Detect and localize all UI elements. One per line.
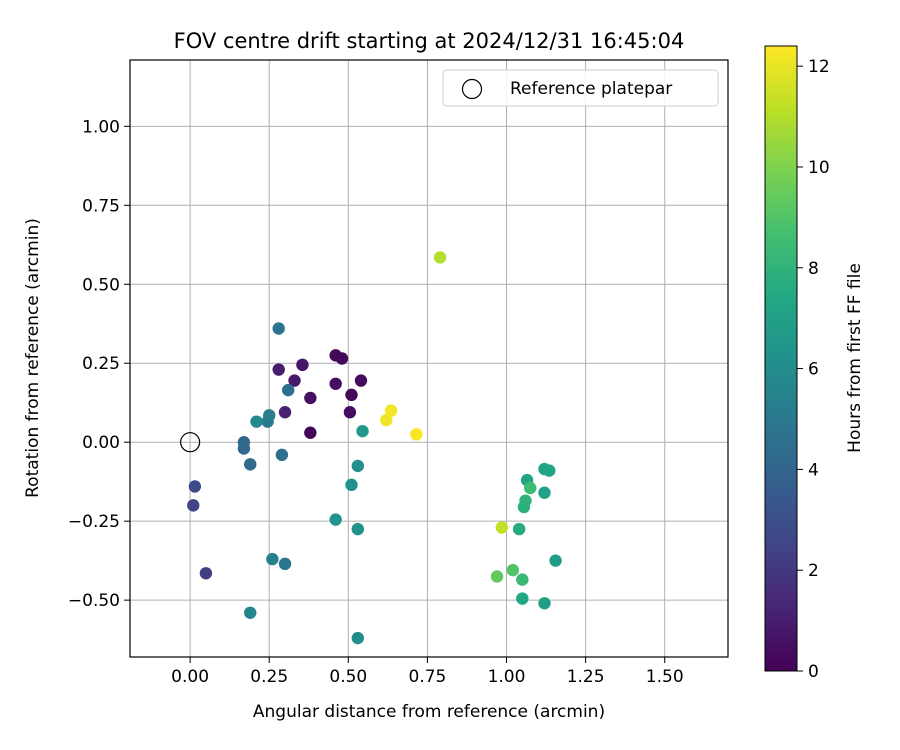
colorbar-ticks: 0 2 4 6 8 10 12 <box>797 57 830 682</box>
y-tick-label: 0.50 <box>82 275 120 295</box>
scatter-point <box>356 424 369 438</box>
scatter-point <box>516 592 529 605</box>
x-axis-label: Angular distance from reference (arcmin) <box>253 702 605 722</box>
scatter-point <box>275 448 289 462</box>
scatter-point <box>329 377 342 390</box>
scatter-point <box>351 631 365 645</box>
scatter-point <box>272 363 285 376</box>
x-tick-label: 0.75 <box>408 667 446 687</box>
scatter-point <box>433 251 447 264</box>
reference-point <box>180 432 201 453</box>
scatter-point <box>296 358 309 372</box>
scatter-point <box>278 557 292 571</box>
y-axis-ticks: −0.50 −0.25 0.00 0.25 0.50 0.75 1.00 <box>68 117 130 611</box>
colorbar-tick-label: 10 <box>808 158 830 178</box>
colorbar-tick-label: 0 <box>808 662 819 682</box>
scatter-point <box>304 391 317 405</box>
scatter-point <box>272 322 285 335</box>
scatter-point <box>345 388 358 402</box>
scatter-point <box>345 478 358 492</box>
legend-box <box>442 69 719 107</box>
x-tick-label: 0.50 <box>329 667 367 687</box>
scatter-point <box>188 480 202 493</box>
colorbar: 0 2 4 6 8 10 12 Hours from first FF file <box>764 45 865 682</box>
colorbar-tick-label: 8 <box>808 259 819 279</box>
colorbar-tick-label: 4 <box>808 460 819 480</box>
scatter-point <box>543 464 556 477</box>
y-tick-label: 0.00 <box>82 433 120 453</box>
y-tick-label: −0.50 <box>68 591 120 611</box>
scatter-point <box>237 436 251 449</box>
scatter-point <box>495 521 508 534</box>
y-tick-label: −0.25 <box>68 512 120 532</box>
scatter-point <box>282 383 295 397</box>
scatter-point <box>538 486 551 499</box>
y-tick-label: 0.25 <box>82 354 120 374</box>
x-tick-label: 1.00 <box>488 667 526 687</box>
x-tick-label: 0.00 <box>171 667 209 687</box>
scatter-point <box>244 606 257 619</box>
scatter-point <box>278 405 292 419</box>
scatter-point <box>410 428 423 441</box>
scatter-point <box>506 563 520 577</box>
colorbar-tick-label: 12 <box>808 57 830 77</box>
scatter-point <box>538 597 551 610</box>
colorbar-label: Hours from first FF file <box>845 263 865 453</box>
scatter-point <box>351 459 365 473</box>
y-tick-label: 1.00 <box>82 117 120 137</box>
scatter-point <box>512 522 526 536</box>
scatter-point <box>329 513 342 526</box>
scatter-point <box>490 570 504 583</box>
x-tick-label: 1.25 <box>567 667 605 687</box>
legend: Reference platepar <box>442 69 719 107</box>
scatter-point <box>304 426 317 439</box>
scatter-point <box>343 405 357 419</box>
x-tick-label: 1.50 <box>646 667 684 687</box>
colorbar-gradient <box>764 45 798 672</box>
scatter-point <box>519 494 532 507</box>
scatter-point <box>263 409 276 422</box>
colorbar-tick-label: 6 <box>808 360 819 380</box>
scatter-point <box>288 374 301 387</box>
scatter-point <box>266 552 279 566</box>
scatter-point <box>187 499 200 512</box>
legend-reference-marker <box>461 78 483 100</box>
data-points <box>187 251 562 645</box>
scatter-point <box>380 413 393 427</box>
y-tick-label: 0.75 <box>82 196 120 216</box>
scatter-point <box>244 458 257 471</box>
x-tick-label: 0.25 <box>250 667 288 687</box>
scatter-point <box>384 404 398 417</box>
scatter-point <box>351 522 365 536</box>
scatter-point <box>524 481 537 495</box>
scatter-point <box>516 573 529 586</box>
scatter-point <box>354 374 368 387</box>
scatter-point <box>335 352 349 365</box>
grid-lines <box>130 60 728 657</box>
chart-title: FOV centre drift starting at 2024/12/31 … <box>174 29 685 53</box>
legend-label: Reference platepar <box>510 79 672 99</box>
plot-frame <box>129 59 729 658</box>
x-axis-ticks: 0.00 0.25 0.50 0.75 1.00 1.25 1.50 <box>171 657 684 687</box>
reference-marker <box>180 432 201 453</box>
scatter-point <box>199 567 213 580</box>
scatter-point <box>250 415 263 428</box>
colorbar-tick-label: 2 <box>808 561 819 581</box>
scatter-point <box>549 554 562 567</box>
y-axis-label: Rotation from reference (arcmin) <box>23 218 43 498</box>
